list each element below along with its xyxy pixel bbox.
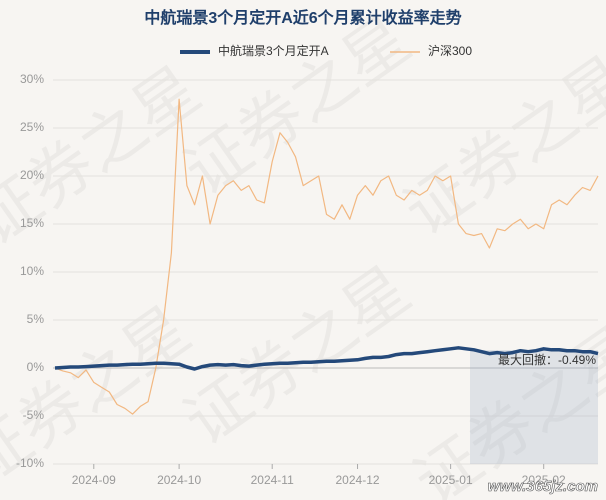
y-tick-label: 25% [20,120,44,134]
y-tick-label: 0% [27,360,45,374]
y-tick-label: 30% [20,72,44,86]
line-series [54,98,599,415]
y-tick-label: -10% [16,456,44,470]
y-tick-label: -5% [23,408,45,422]
drawdown-area [470,350,598,464]
x-tick-label: 2024-11 [251,473,294,487]
x-tick-label: 2025-02 [522,473,566,487]
x-tick-label: 2024-09 [72,473,116,487]
x-tick-label: 2024-10 [157,473,201,487]
line-series [54,346,599,371]
y-tick-label: 20% [20,168,44,182]
watermark-url: www.365jz.com [488,478,598,495]
y-tick-label: 10% [20,264,44,278]
annotation: 最大回撤：-0.49% [498,352,596,367]
y-tick-label: 15% [20,216,44,230]
chart-title: 中航瑞景3个月定开A近6个月累计收益率走势 [144,8,461,27]
legend-label: 沪深300 [428,44,472,58]
y-tick-label: 5% [27,312,45,326]
legend-label: 中航瑞景3个月定开A [218,43,329,58]
x-tick-label: 2024-12 [336,473,380,487]
x-tick-label: 2025-01 [429,473,473,487]
